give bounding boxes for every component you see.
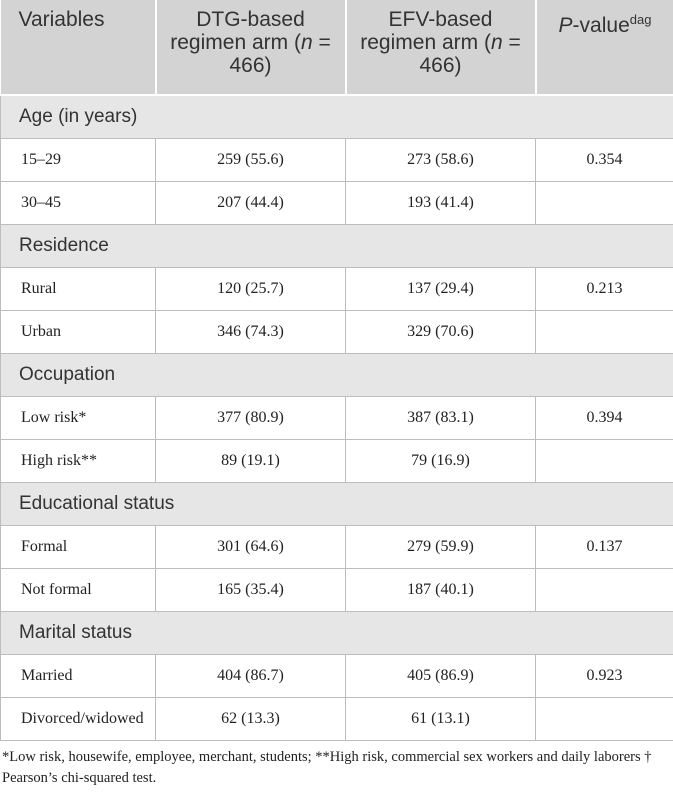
data-row: 30–45 207 (44.4) 193 (41.4) — [0, 181, 673, 225]
column-header: P-valuedag — [534, 0, 673, 96]
cell: 405 (86.9) — [345, 654, 536, 698]
row-label: Divorced/widowed — [0, 697, 156, 741]
section-title: Marital status — [0, 611, 673, 655]
section-title: Age (in years) — [0, 94, 673, 139]
cell: 120 (25.7) — [155, 267, 346, 311]
row-label: 30–45 — [0, 181, 156, 225]
data-row: 15–29 259 (55.6) 273 (58.6) 0.354 — [0, 138, 673, 182]
column-header: Variables — [0, 0, 156, 96]
section-row: Marital status — [0, 611, 673, 655]
data-row: Formal 301 (64.6) 279 (59.9) 0.137 — [0, 525, 673, 569]
data-row: High risk** 89 (19.1) 79 (16.9) — [0, 439, 673, 483]
row-label: Low risk* — [0, 396, 156, 440]
header-text: Variables — [18, 8, 105, 31]
cell: 62 (13.3) — [155, 697, 346, 741]
cell — [535, 697, 673, 741]
section-title: Educational status — [0, 482, 673, 526]
cell: 165 (35.4) — [155, 568, 346, 612]
row-label: Married — [0, 654, 156, 698]
header-text: = 466) — [419, 31, 521, 77]
row-label: 15–29 — [0, 138, 156, 182]
cell: 187 (40.1) — [345, 568, 536, 612]
cell: 387 (83.1) — [345, 396, 536, 440]
data-row: Urban 346 (74.3) 329 (70.6) — [0, 310, 673, 354]
row-label: Formal — [0, 525, 156, 569]
header-row: Variables DTG-based regimen arm (n = 466)… — [0, 0, 673, 96]
cell: 0.137 — [535, 525, 673, 569]
cell: 89 (19.1) — [155, 439, 346, 483]
header-text: P — [558, 14, 573, 37]
cell: 377 (80.9) — [155, 396, 346, 440]
cell — [535, 310, 673, 354]
data-row: Not formal 165 (35.4) 187 (40.1) — [0, 568, 673, 612]
cell: 207 (44.4) — [155, 181, 346, 225]
cell: 0.923 — [535, 654, 673, 698]
cell: 346 (74.3) — [155, 310, 346, 354]
cell: 79 (16.9) — [345, 439, 536, 483]
cell: 404 (86.7) — [155, 654, 346, 698]
cell: 329 (70.6) — [345, 310, 536, 354]
header-text: = 466) — [229, 31, 331, 77]
table-body: Age (in years) 15–29 259 (55.6) 273 (58.6) 0… — [0, 94, 673, 741]
header-text: n — [490, 31, 503, 54]
cell: 0.394 — [535, 396, 673, 440]
cell: 273 (58.6) — [345, 138, 536, 182]
section-row: Educational status — [0, 482, 673, 526]
cell: 279 (59.9) — [345, 525, 536, 569]
row-label: Not formal — [0, 568, 156, 612]
section-title: Occupation — [0, 353, 673, 397]
data-row: Married 404 (86.7) 405 (86.9) 0.923 — [0, 654, 673, 698]
cell: 301 (64.6) — [155, 525, 346, 569]
section-row: Age (in years) — [0, 94, 673, 139]
section-title: Residence — [0, 224, 673, 268]
header-text: dag — [629, 12, 652, 27]
row-label: Rural — [0, 267, 156, 311]
row-label: High risk** — [0, 439, 156, 483]
cell: 259 (55.6) — [155, 138, 346, 182]
data-table: Variables DTG-based regimen arm (n = 466)… — [0, 0, 673, 741]
data-row: Low risk* 377 (80.9) 387 (83.1) 0.394 — [0, 396, 673, 440]
footnote: *Low risk, housewife, employee, merchant… — [2, 749, 652, 786]
cell: 0.354 — [535, 138, 673, 182]
header-text: DTG-based regimen arm ( — [170, 8, 305, 54]
cell: 0.213 — [535, 267, 673, 311]
header-text: -value — [572, 14, 630, 37]
cell — [535, 181, 673, 225]
cell — [535, 568, 673, 612]
row-label: Urban — [0, 310, 156, 354]
data-row: Rural 120 (25.7) 137 (29.4) 0.213 — [0, 267, 673, 311]
data-row: Divorced/widowed 62 (13.3) 61 (13.1) — [0, 697, 673, 741]
section-row: Residence — [0, 224, 673, 268]
column-header: EFV-based regimen arm (n = 466) — [344, 0, 536, 96]
section-row: Occupation — [0, 353, 673, 397]
cell: 61 (13.1) — [345, 697, 536, 741]
header-text: n — [300, 31, 313, 54]
cell: 137 (29.4) — [345, 267, 536, 311]
column-header: DTG-based regimen arm (n = 466) — [154, 0, 346, 96]
cell: 193 (41.4) — [345, 181, 536, 225]
cell — [535, 439, 673, 483]
header-text: EFV-based regimen arm ( — [360, 8, 493, 54]
